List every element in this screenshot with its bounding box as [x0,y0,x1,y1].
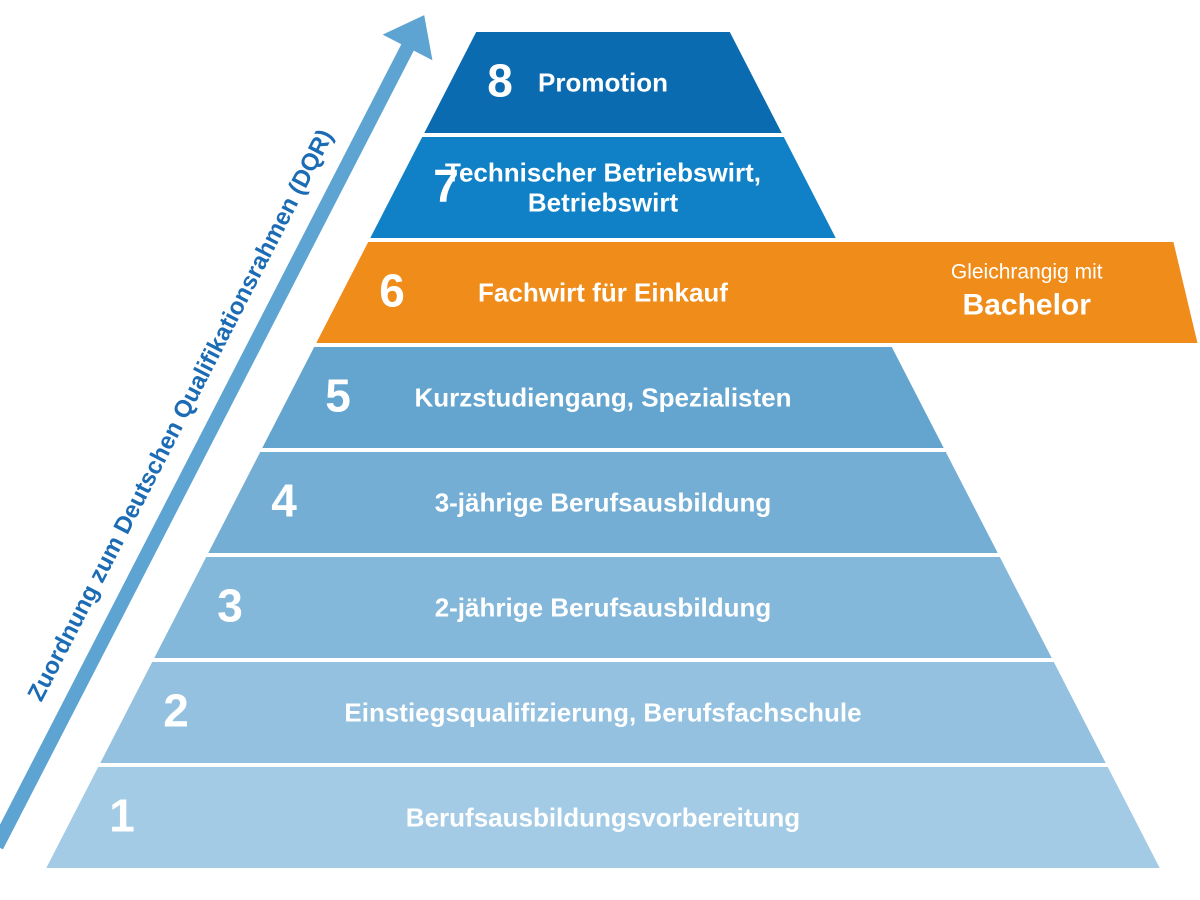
level-label-5: Kurzstudiengang, Spezialisten [414,382,791,412]
level-number-8: 8 [487,55,513,107]
level-number-6: 6 [379,265,405,317]
level-label-8: Promotion [538,67,668,97]
level-number-2: 2 [163,685,189,737]
level-label-6: Fachwirt für Einkauf [478,277,728,307]
level-number-5: 5 [325,370,351,422]
level-label-2: Einstiegsqualifizierung, Berufsfachschul… [344,697,861,727]
level-label-4: 3-jährige Berufsausbildung [435,487,772,517]
level-label-1: Berufsausbildungsvorbereitung [406,802,800,832]
callout-line1: Gleichrangig mit [951,261,1103,284]
level-label-3: 2-jährige Berufsausbildung [435,592,772,622]
callout-line2: Bachelor [963,289,1092,322]
level-number-1: 1 [109,790,135,842]
level-number-4: 4 [271,475,297,527]
level-number-3: 3 [217,580,243,632]
dqr-pyramid-diagram: Zuordnung zum Deutschen Qualifikationsra… [0,0,1200,900]
